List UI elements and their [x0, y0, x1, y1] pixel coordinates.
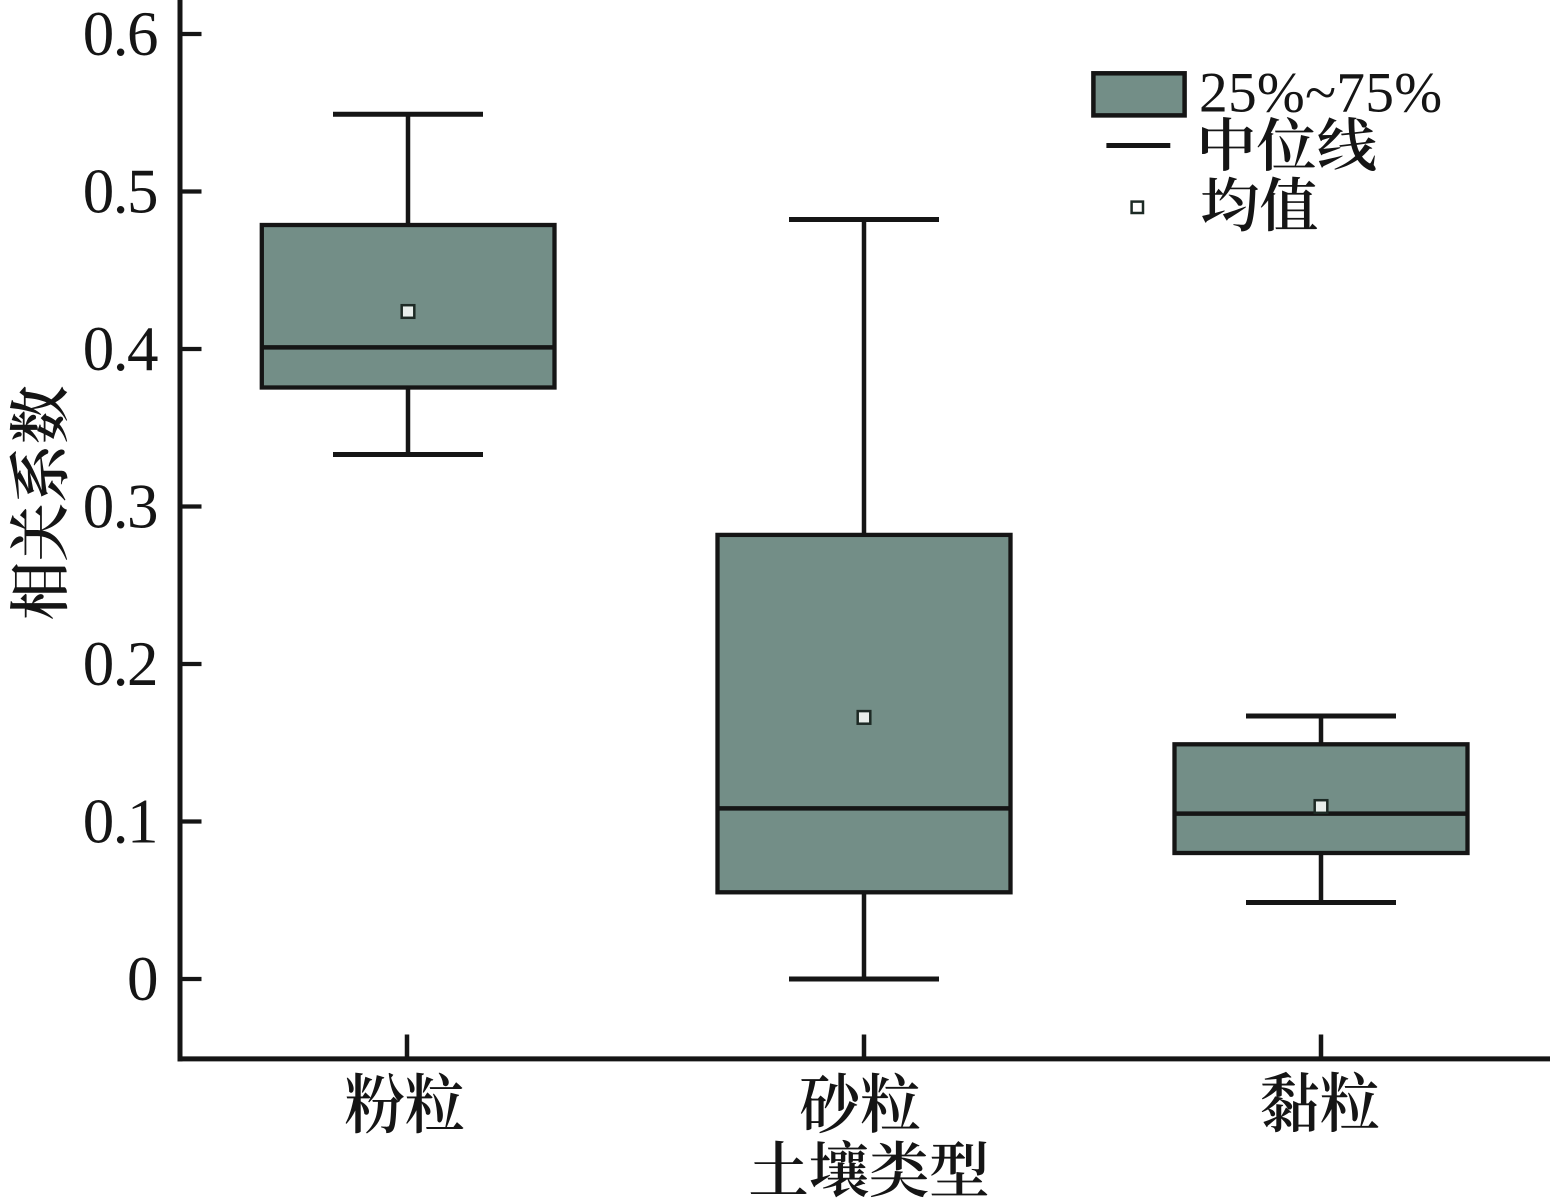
svg-text:0: 0 — [127, 944, 157, 1014]
svg-text:0.2: 0.2 — [83, 629, 157, 699]
svg-text:0.6: 0.6 — [83, 0, 157, 69]
svg-text:0.4: 0.4 — [83, 314, 158, 384]
svg-text:0.1: 0.1 — [83, 787, 157, 857]
svg-text:0.3: 0.3 — [83, 472, 157, 542]
svg-text:0.5: 0.5 — [83, 157, 157, 227]
svg-text:25%~75%: 25%~75% — [1199, 62, 1442, 125]
